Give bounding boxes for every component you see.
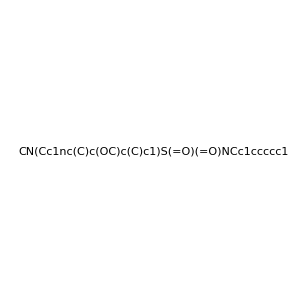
Text: CN(Cc1nc(C)c(OC)c(C)c1)S(=O)(=O)NCc1ccccc1: CN(Cc1nc(C)c(OC)c(C)c1)S(=O)(=O)NCc1cccc… [19,146,289,157]
